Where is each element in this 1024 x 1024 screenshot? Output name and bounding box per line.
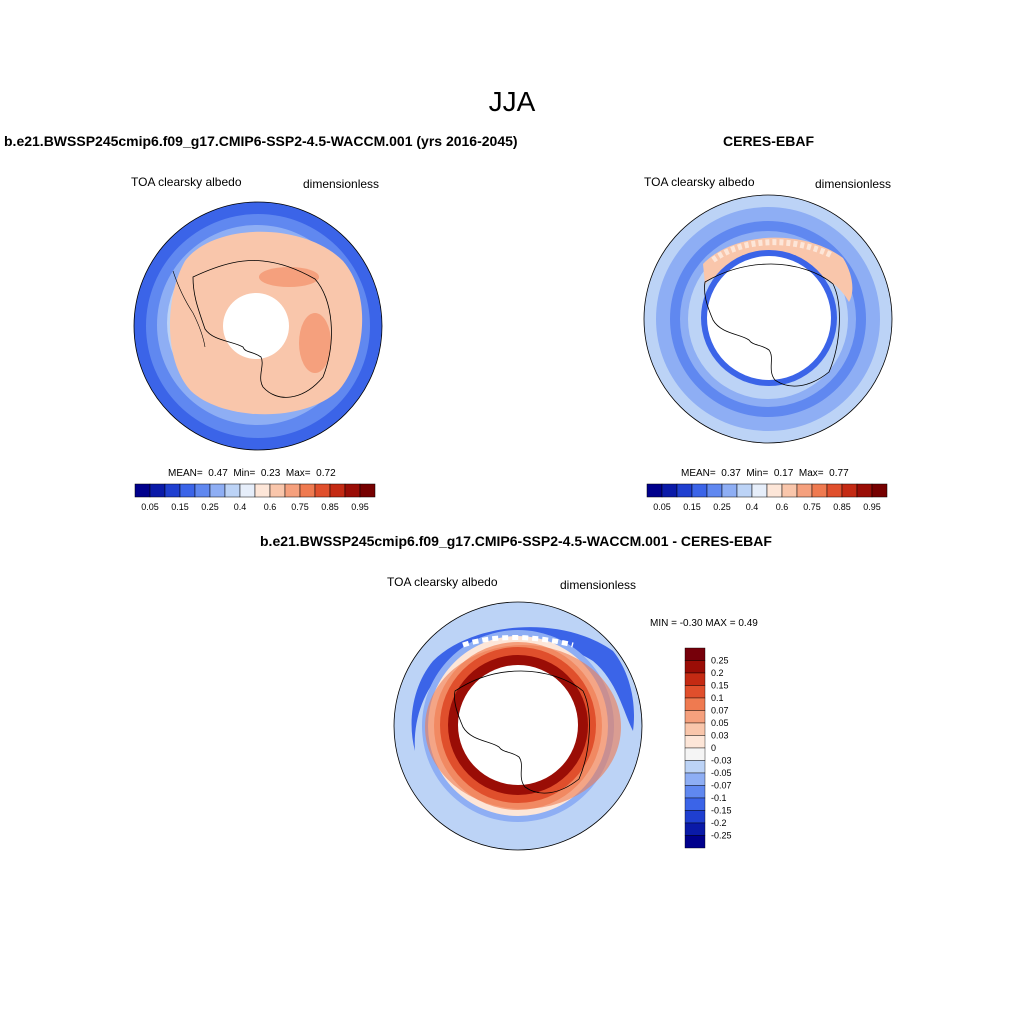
obs-colorbar-tick-label: 0.85 xyxy=(833,502,851,512)
diff-colorbar-box xyxy=(684,785,706,799)
diff-colorbar-tick-label: -0.25 xyxy=(711,831,732,841)
diff-polar-map xyxy=(393,601,643,851)
obs-units-label: dimensionless xyxy=(815,177,892,191)
diff-colorbar-tick-label: -0.1 xyxy=(711,793,727,803)
obs-stats: MEAN= 0.37 Min= 0.17 Max= 0.77 xyxy=(681,468,849,479)
model-polar-map xyxy=(133,201,383,451)
obs-colorbar-box xyxy=(871,483,888,498)
diff-colorbar-tick-label: 0.05 xyxy=(711,718,729,728)
diff-colorbar-box xyxy=(684,822,706,836)
obs-colorbar-box xyxy=(676,483,693,498)
model-colorbar-tick-label: 0.25 xyxy=(201,502,219,512)
obs-colorbar-box xyxy=(781,483,798,498)
diff-colorbar-box xyxy=(684,660,706,674)
obs-colorbar-tick-label: 0.6 xyxy=(776,502,789,512)
model-colorbar-box xyxy=(284,483,301,498)
diff-colorbar-box xyxy=(684,735,706,749)
model-colorbar-box xyxy=(239,483,256,498)
obs-colorbar-box xyxy=(796,483,813,498)
model-variable-label: TOA clearsky albedo xyxy=(131,175,242,189)
diff-colorbar-tick-label: 0.15 xyxy=(711,681,729,691)
diff-colorbar-tick-label: 0.25 xyxy=(711,656,729,666)
model-panel-title: b.e21.BWSSP245cmip6.f09_g17.CMIP6-SSP2-4… xyxy=(4,133,518,149)
obs-colorbar: 0.05 0.15 0.25 0.4 0.6 0.75 0.85 0.95 xyxy=(646,483,888,512)
model-colorbar: 0.05 0.15 0.25 0.4 0.6 0.75 0.85 0.95 xyxy=(134,483,376,512)
obs-colorbar-box xyxy=(751,483,768,498)
model-units-label: dimensionless xyxy=(303,177,380,191)
diff-colorbar-tick-label: -0.05 xyxy=(711,768,732,778)
obs-colorbar-box xyxy=(811,483,828,498)
obs-variable-label: TOA clearsky albedo xyxy=(644,175,755,189)
obs-panel-title: CERES-EBAF xyxy=(723,133,815,149)
obs-colorbar-box xyxy=(856,483,873,498)
model-colorbar-box xyxy=(134,483,151,498)
diff-colorbar-tick-label: 0 xyxy=(711,743,716,753)
obs-colorbar-box xyxy=(661,483,678,498)
obs-colorbar-box xyxy=(736,483,753,498)
obs-colorbar-tick-label: 0.4 xyxy=(746,502,759,512)
diff-units-label: dimensionless xyxy=(560,578,637,592)
model-colorbar-tick-label: 0.85 xyxy=(321,502,339,512)
diff-colorbar-box xyxy=(684,772,706,786)
obs-polar-map xyxy=(643,194,893,444)
obs-colorbar-box xyxy=(691,483,708,498)
diff-colorbar-box xyxy=(684,835,706,849)
obs-colorbar-tick-label: 0.25 xyxy=(713,502,731,512)
diff-colorbar-tick-label: 0.03 xyxy=(711,731,729,741)
diff-colorbar-tick-label: 0.1 xyxy=(711,693,724,703)
model-colorbar-tick-label: 0.95 xyxy=(351,502,369,512)
model-colorbar-tick-label: 0.4 xyxy=(234,502,247,512)
diff-colorbar-box xyxy=(684,760,706,774)
obs-colorbar-box xyxy=(646,483,663,498)
model-colorbar-box xyxy=(314,483,331,498)
obs-colorbar-box xyxy=(826,483,843,498)
diff-colorbar-box xyxy=(684,697,706,711)
season-title: JJA xyxy=(488,86,536,117)
model-colorbar-box xyxy=(194,483,211,498)
model-colorbar-box xyxy=(269,483,286,498)
model-colorbar-box xyxy=(299,483,316,498)
obs-colorbar-tick-label: 0.75 xyxy=(803,502,821,512)
diff-colorbar-tick-label: -0.15 xyxy=(711,806,732,816)
model-colorbar-box xyxy=(149,483,166,498)
diff-colorbar-box xyxy=(684,747,706,761)
model-colorbar-tick-label: 0.6 xyxy=(264,502,277,512)
model-colorbar-tick-label: 0.75 xyxy=(291,502,309,512)
obs-colorbar-box xyxy=(841,483,858,498)
obs-colorbar-tick-label: 0.05 xyxy=(653,502,671,512)
model-colorbar-box xyxy=(209,483,226,498)
obs-colorbar-box xyxy=(721,483,738,498)
model-colorbar-box xyxy=(329,483,346,498)
diff-colorbar-box xyxy=(684,710,706,724)
model-colorbar-box xyxy=(359,483,376,498)
obs-colorbar-tick-label: 0.95 xyxy=(863,502,881,512)
diff-colorbar-box xyxy=(684,722,706,736)
diff-colorbar-box xyxy=(684,797,706,811)
model-colorbar-box xyxy=(179,483,196,498)
diff-colorbar-tick-label: 0.07 xyxy=(711,706,729,716)
obs-colorbar-tick-label: 0.15 xyxy=(683,502,701,512)
model-colorbar-tick-label: 0.05 xyxy=(141,502,159,512)
obs-colorbar-box xyxy=(706,483,723,498)
diff-colorbar-tick-label: 0.2 xyxy=(711,668,724,678)
diff-colorbar-box xyxy=(684,810,706,824)
diff-colorbar: 0.25 0.2 0.15 0.1 0.07 0.05 0.03 0 -0.03 -0.05 -0.… xyxy=(684,647,732,849)
diff-colorbar-box xyxy=(684,685,706,699)
obs-colorbar-box xyxy=(766,483,783,498)
diff-colorbar-tick-label: -0.07 xyxy=(711,781,732,791)
model-colorbar-tick-label: 0.15 xyxy=(171,502,189,512)
diff-colorbar-tick-label: -0.2 xyxy=(711,818,727,828)
diff-colorbar-box xyxy=(684,672,706,686)
diff-colorbar-box xyxy=(684,647,706,661)
diff-variable-label: TOA clearsky albedo xyxy=(387,575,498,589)
diff-minmax: MIN = -0.30 MAX = 0.49 xyxy=(650,618,758,629)
diff-colorbar-tick-label: -0.03 xyxy=(711,756,732,766)
diff-panel-title: b.e21.BWSSP245cmip6.f09_g17.CMIP6-SSP2-4… xyxy=(260,533,772,549)
model-colorbar-box xyxy=(344,483,361,498)
model-stats: MEAN= 0.47 Min= 0.23 Max= 0.72 xyxy=(168,468,336,479)
model-colorbar-box xyxy=(254,483,271,498)
model-colorbar-box xyxy=(224,483,241,498)
model-colorbar-box xyxy=(164,483,181,498)
